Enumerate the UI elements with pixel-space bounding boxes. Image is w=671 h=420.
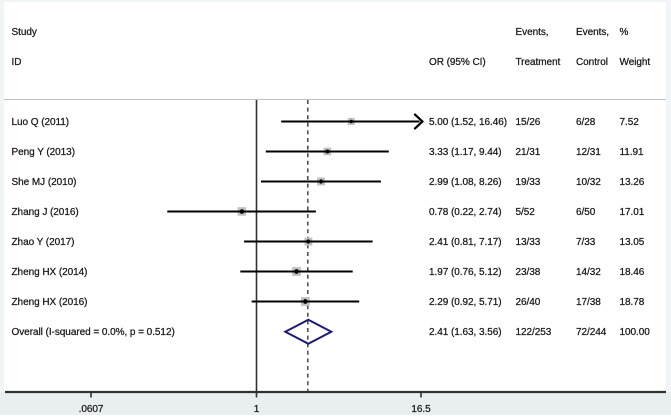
svg-text:7.52: 7.52 xyxy=(620,117,640,128)
svg-text:7/33: 7/33 xyxy=(576,237,596,248)
svg-text:0.78 (0.22, 2.74): 0.78 (0.22, 2.74) xyxy=(429,207,502,218)
svg-text:23/38: 23/38 xyxy=(516,267,541,278)
svg-text:6/28: 6/28 xyxy=(576,117,596,128)
svg-text:122/253: 122/253 xyxy=(516,327,552,338)
svg-text:Zheng HX (2016): Zheng HX (2016) xyxy=(12,297,88,308)
svg-text:16.5: 16.5 xyxy=(411,404,431,415)
svg-text:Peng Y (2013): Peng Y (2013) xyxy=(12,147,75,158)
svg-text:18.46: 18.46 xyxy=(620,267,645,278)
svg-text:Events,: Events, xyxy=(576,27,609,38)
svg-text:Zhao Y (2017): Zhao Y (2017) xyxy=(12,237,75,248)
svg-text:15/26: 15/26 xyxy=(516,117,541,128)
svg-text:.0607: .0607 xyxy=(79,404,104,415)
svg-text:3.33 (1.17, 9.44): 3.33 (1.17, 9.44) xyxy=(429,147,502,158)
svg-text:13.26: 13.26 xyxy=(620,177,645,188)
svg-text:Treatment: Treatment xyxy=(516,57,561,68)
svg-text:%: % xyxy=(620,27,629,38)
svg-text:Study: Study xyxy=(12,27,37,38)
svg-text:19/33: 19/33 xyxy=(516,177,541,188)
svg-text:Events,: Events, xyxy=(516,27,549,38)
svg-text:5.00 (1.52, 16.46): 5.00 (1.52, 16.46) xyxy=(429,117,507,128)
svg-text:2.41 (1.63, 3.56): 2.41 (1.63, 3.56) xyxy=(429,327,502,338)
svg-text:17/38: 17/38 xyxy=(576,297,601,308)
svg-text:OR (95% CI): OR (95% CI) xyxy=(429,57,486,68)
svg-text:14/32: 14/32 xyxy=(576,267,601,278)
svg-text:Overall (I-squared = 0.0%, p: Overall (I-squared = 0.0%, p = 0.512) xyxy=(12,327,175,338)
svg-text:100.00: 100.00 xyxy=(620,327,651,338)
svg-text:21/31: 21/31 xyxy=(516,147,541,158)
svg-text:2.99 (1.08, 8.26): 2.99 (1.08, 8.26) xyxy=(429,177,502,188)
svg-text:10/32: 10/32 xyxy=(576,177,601,188)
svg-text:12/31: 12/31 xyxy=(576,147,601,158)
svg-text:Control: Control xyxy=(576,57,608,68)
svg-text:17.01: 17.01 xyxy=(620,207,645,218)
svg-text:6/50: 6/50 xyxy=(576,207,596,218)
svg-text:Zhang J (2016): Zhang J (2016) xyxy=(12,207,79,218)
svg-text:Zheng HX (2014): Zheng HX (2014) xyxy=(12,267,88,278)
svg-text:18.78: 18.78 xyxy=(620,297,645,308)
svg-text:Luo Q (2011): Luo Q (2011) xyxy=(12,117,70,128)
svg-text:1: 1 xyxy=(254,404,260,415)
svg-text:2.29 (0.92, 5.71): 2.29 (0.92, 5.71) xyxy=(429,297,502,308)
svg-text:26/40: 26/40 xyxy=(516,297,541,308)
svg-text:13.05: 13.05 xyxy=(620,237,645,248)
svg-text:ID: ID xyxy=(12,57,22,68)
svg-text:She MJ (2010): She MJ (2010) xyxy=(12,177,77,188)
svg-text:Weight: Weight xyxy=(620,57,651,68)
svg-text:13/33: 13/33 xyxy=(516,237,541,248)
svg-text:1.97 (0.76, 5.12): 1.97 (0.76, 5.12) xyxy=(429,267,502,278)
svg-text:2.41 (0.81, 7.17): 2.41 (0.81, 7.17) xyxy=(429,237,502,248)
svg-text:5/52: 5/52 xyxy=(516,207,536,218)
svg-text:72/244: 72/244 xyxy=(576,327,607,338)
svg-text:11.91: 11.91 xyxy=(620,147,645,158)
